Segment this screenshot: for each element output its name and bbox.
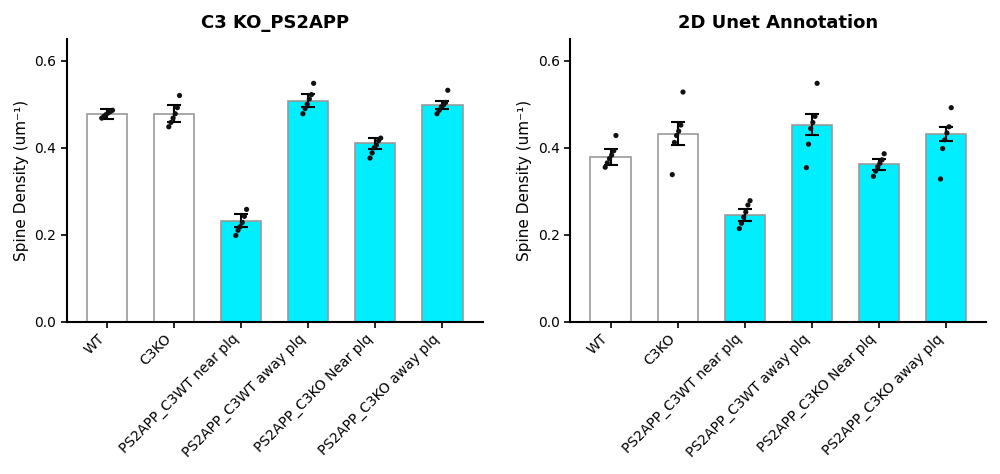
Point [236,212,252,220]
Point [599,159,615,167]
Point [868,167,884,175]
Title: C3 KO_PS2APP: C3 KO_PS2APP [201,14,349,32]
Point [429,110,445,118]
Point [100,109,116,117]
Point [161,123,177,131]
Point [431,107,447,114]
Point [435,101,451,109]
Y-axis label: Spine Density (um⁻¹): Spine Density (um⁻¹) [14,100,29,261]
Point [865,173,881,180]
Bar [288,100,328,321]
Point [870,163,886,171]
Point [239,206,255,213]
Point [675,88,691,96]
Point [736,213,752,221]
Point [94,114,110,122]
Point [939,129,955,137]
Bar [792,125,832,321]
Point [798,164,814,172]
Point [362,155,378,162]
Point [364,149,380,157]
Point [943,104,959,111]
Point [666,139,682,146]
Point [163,118,179,126]
Point [371,137,387,145]
Bar [355,143,395,321]
Point [606,147,622,155]
Bar [221,221,261,321]
Point [366,144,382,152]
Point [740,201,756,209]
Bar [859,164,899,321]
Point [165,114,181,122]
Title: 2D Unet Annotation: 2D Unet Annotation [678,14,878,32]
Point [671,128,687,135]
Point [440,86,456,94]
Point [234,219,250,226]
Point [306,80,322,87]
Point [742,197,758,204]
Point [373,134,389,142]
Point [809,80,825,87]
Point [301,95,317,103]
Point [801,140,817,148]
Point [807,113,823,120]
Point [733,219,749,227]
Point [104,107,120,114]
Bar [926,134,966,321]
Point [673,121,689,129]
Point [933,175,949,183]
Point [230,227,246,234]
Point [601,155,617,162]
Point [295,110,311,118]
Point [941,123,957,131]
Point [169,104,185,111]
Y-axis label: Spine Density (um⁻¹): Spine Density (um⁻¹) [517,100,532,261]
Point [876,150,892,157]
Point [738,208,754,216]
Point [102,108,118,115]
Point [604,151,620,159]
Point [664,171,680,178]
Point [438,99,454,106]
Point [172,91,188,99]
Bar [422,105,463,321]
Point [608,132,624,139]
Point [803,125,819,132]
Bar [154,114,194,321]
Point [872,160,888,167]
Point [299,100,315,108]
Point [96,113,112,120]
Point [874,156,890,164]
Bar [87,114,127,321]
Bar [658,134,698,321]
Bar [725,215,765,321]
Bar [590,157,631,321]
Point [368,141,384,149]
Point [597,164,613,171]
Point [228,232,244,239]
Point [805,118,821,126]
Point [297,105,313,112]
Point [669,132,685,139]
Point [167,110,183,118]
Point [731,225,747,232]
Point [937,136,953,144]
Point [433,103,449,110]
Point [935,145,951,152]
Point [232,223,248,230]
Point [98,111,114,118]
Point [303,91,319,99]
